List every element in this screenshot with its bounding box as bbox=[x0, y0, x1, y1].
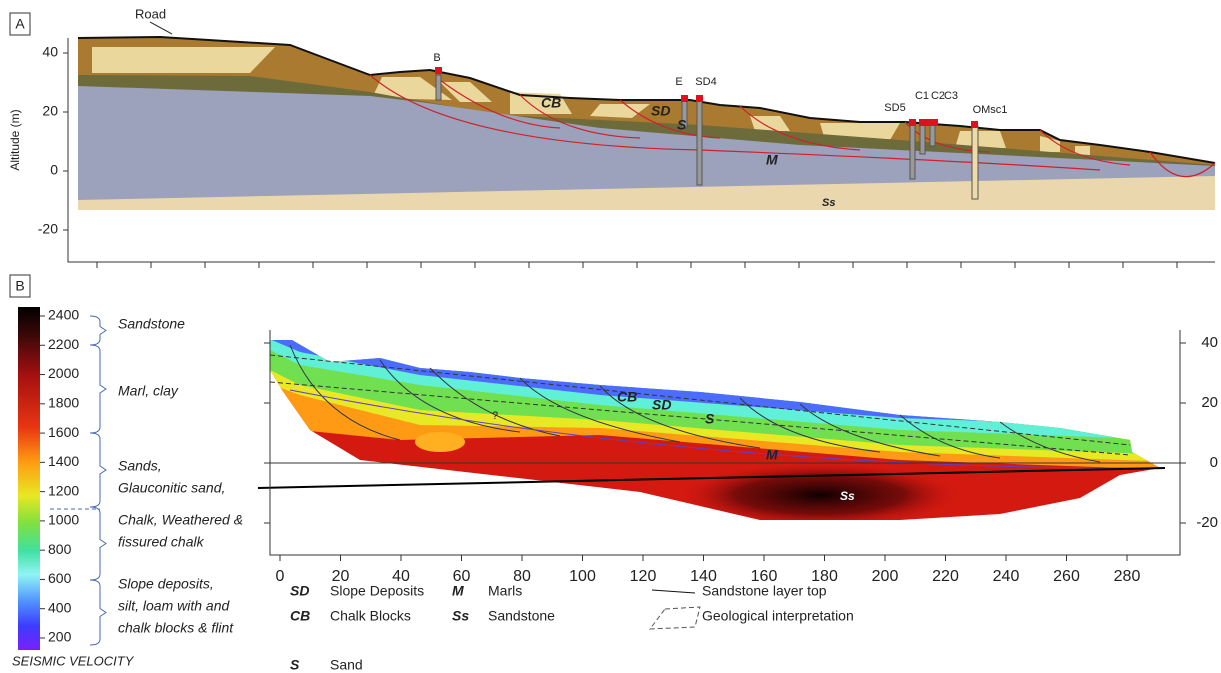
brace bbox=[90, 345, 106, 433]
borehole-label: B bbox=[433, 52, 440, 64]
unit-label: S bbox=[705, 411, 715, 427]
unit-label: M bbox=[766, 152, 778, 168]
class-label: Marl, clay bbox=[118, 383, 179, 399]
y-tick-label: 0 bbox=[50, 162, 58, 178]
x-tick-label: 120 bbox=[630, 568, 657, 585]
class-label: Chalk, Weathered & bbox=[118, 512, 243, 528]
colorbar-tick-label: 1000 bbox=[48, 512, 79, 528]
class-label: Glauconitic sand, bbox=[118, 480, 225, 496]
class-label: silt, loam with and bbox=[118, 598, 230, 614]
x-tick-label: 100 bbox=[569, 568, 596, 585]
unit-label: CB bbox=[617, 389, 637, 405]
x-tick-label: 260 bbox=[1053, 568, 1080, 585]
legend: SD Slope Deposits M Marls CB Chalk Block… bbox=[290, 583, 854, 673]
colorbar-tick-label: 1800 bbox=[48, 395, 79, 411]
legend-name: Slope Deposits bbox=[330, 583, 424, 599]
legend-line bbox=[652, 590, 695, 593]
unit-label: ? bbox=[492, 410, 498, 422]
tomogram bbox=[260, 330, 1180, 530]
brace bbox=[90, 580, 106, 645]
borehole-label: E bbox=[675, 76, 682, 88]
unit-label: SD bbox=[652, 397, 671, 413]
legend-line-label: Sandstone layer top bbox=[702, 583, 827, 599]
legend-name: Sand bbox=[330, 657, 363, 673]
class-label: Slope deposits, bbox=[118, 576, 214, 592]
x-tick-label: 200 bbox=[872, 568, 899, 585]
brace bbox=[90, 316, 106, 345]
legend-name: Chalk Blocks bbox=[330, 608, 411, 624]
class-label: chalk blocks & flint bbox=[118, 620, 234, 636]
borehole-label: C2 bbox=[931, 90, 945, 102]
colorbar-tick-label: 200 bbox=[48, 629, 72, 645]
colorbar-tick-label: 1600 bbox=[48, 424, 79, 440]
y-tick-label: 40 bbox=[42, 44, 58, 60]
legend-line-label: Geological interpretation bbox=[702, 608, 854, 624]
unit-label: S bbox=[677, 117, 687, 133]
brace bbox=[90, 433, 106, 507]
y-tick-label: 40 bbox=[1201, 334, 1218, 351]
borehole-label: SD5 bbox=[884, 102, 905, 114]
panel-label: B bbox=[15, 278, 24, 294]
colorbar-tick-label: 2400 bbox=[48, 307, 79, 323]
road-label: Road bbox=[135, 6, 166, 21]
road-pointer bbox=[150, 22, 172, 34]
legend-abbr: SD bbox=[290, 583, 309, 599]
y-axis-label: Altitude (m) bbox=[8, 109, 22, 170]
x-tick-label: 0 bbox=[276, 568, 285, 585]
borehole-label: C1 bbox=[915, 90, 929, 102]
legend-abbr: CB bbox=[290, 608, 310, 624]
class-label: Sands, bbox=[118, 458, 162, 474]
y-tick-label: 20 bbox=[1201, 394, 1218, 411]
brace bbox=[90, 507, 106, 580]
y-tick-label: 20 bbox=[42, 103, 58, 119]
unit-label: Ss bbox=[840, 489, 855, 503]
borehole-label: SD4 bbox=[695, 76, 716, 88]
colorbar-tick-label: 1400 bbox=[48, 453, 79, 469]
borehole-label: OMsc1 bbox=[973, 104, 1008, 116]
colorbar bbox=[18, 307, 40, 650]
unit-label: Ss bbox=[822, 197, 835, 209]
colorbar-tick-label: 400 bbox=[48, 599, 72, 615]
legend-name: Marls bbox=[488, 583, 522, 599]
colorbar-tick-label: 2200 bbox=[48, 336, 79, 352]
panel-b: B SEISMIC VELOCITY 240022002000180016001… bbox=[10, 275, 1218, 668]
colorbar-scale: 2400 2200 2000 1800 1600 1400 1200 1000 800 600 40… bbox=[40, 307, 243, 645]
y-tick-label: -20 bbox=[38, 221, 58, 237]
unit-label: M bbox=[766, 447, 778, 463]
colorbar-tick-label: 2000 bbox=[48, 365, 79, 381]
borehole-label: C3 bbox=[944, 90, 958, 102]
panel-label: A bbox=[15, 16, 25, 32]
colorbar-tick-label: 800 bbox=[48, 541, 72, 557]
x-tick-label: 220 bbox=[932, 568, 959, 585]
colorbar-tick-label: 600 bbox=[48, 570, 72, 586]
legend-abbr: M bbox=[452, 583, 464, 599]
legend-abbr: Ss bbox=[452, 608, 469, 624]
unit-label: SD bbox=[651, 103, 670, 119]
class-label: Sandstone bbox=[118, 316, 185, 332]
figure: A Road CB SD S M Ss 40200-20Altitude (m)… bbox=[0, 0, 1221, 673]
class-label: fissured chalk bbox=[118, 534, 205, 550]
legend-abbr: S bbox=[290, 657, 300, 673]
x-tick-label: 240 bbox=[993, 568, 1020, 585]
panel-a: A Road CB SD S M Ss 40 20 0 -20 Altitude (m)… bbox=[8, 6, 1215, 268]
legend-dashed bbox=[650, 607, 700, 629]
colorbar-title: SEISMIC VELOCITY bbox=[12, 653, 135, 668]
y-tick-label: 0 bbox=[1210, 454, 1218, 471]
colorbar-tick-label: 1200 bbox=[48, 482, 79, 498]
y-tick-label: -20 bbox=[1196, 514, 1218, 531]
unit-label: CB bbox=[541, 95, 561, 111]
legend-name: Sandstone bbox=[488, 608, 555, 624]
x-tick-label: 280 bbox=[1114, 568, 1141, 585]
